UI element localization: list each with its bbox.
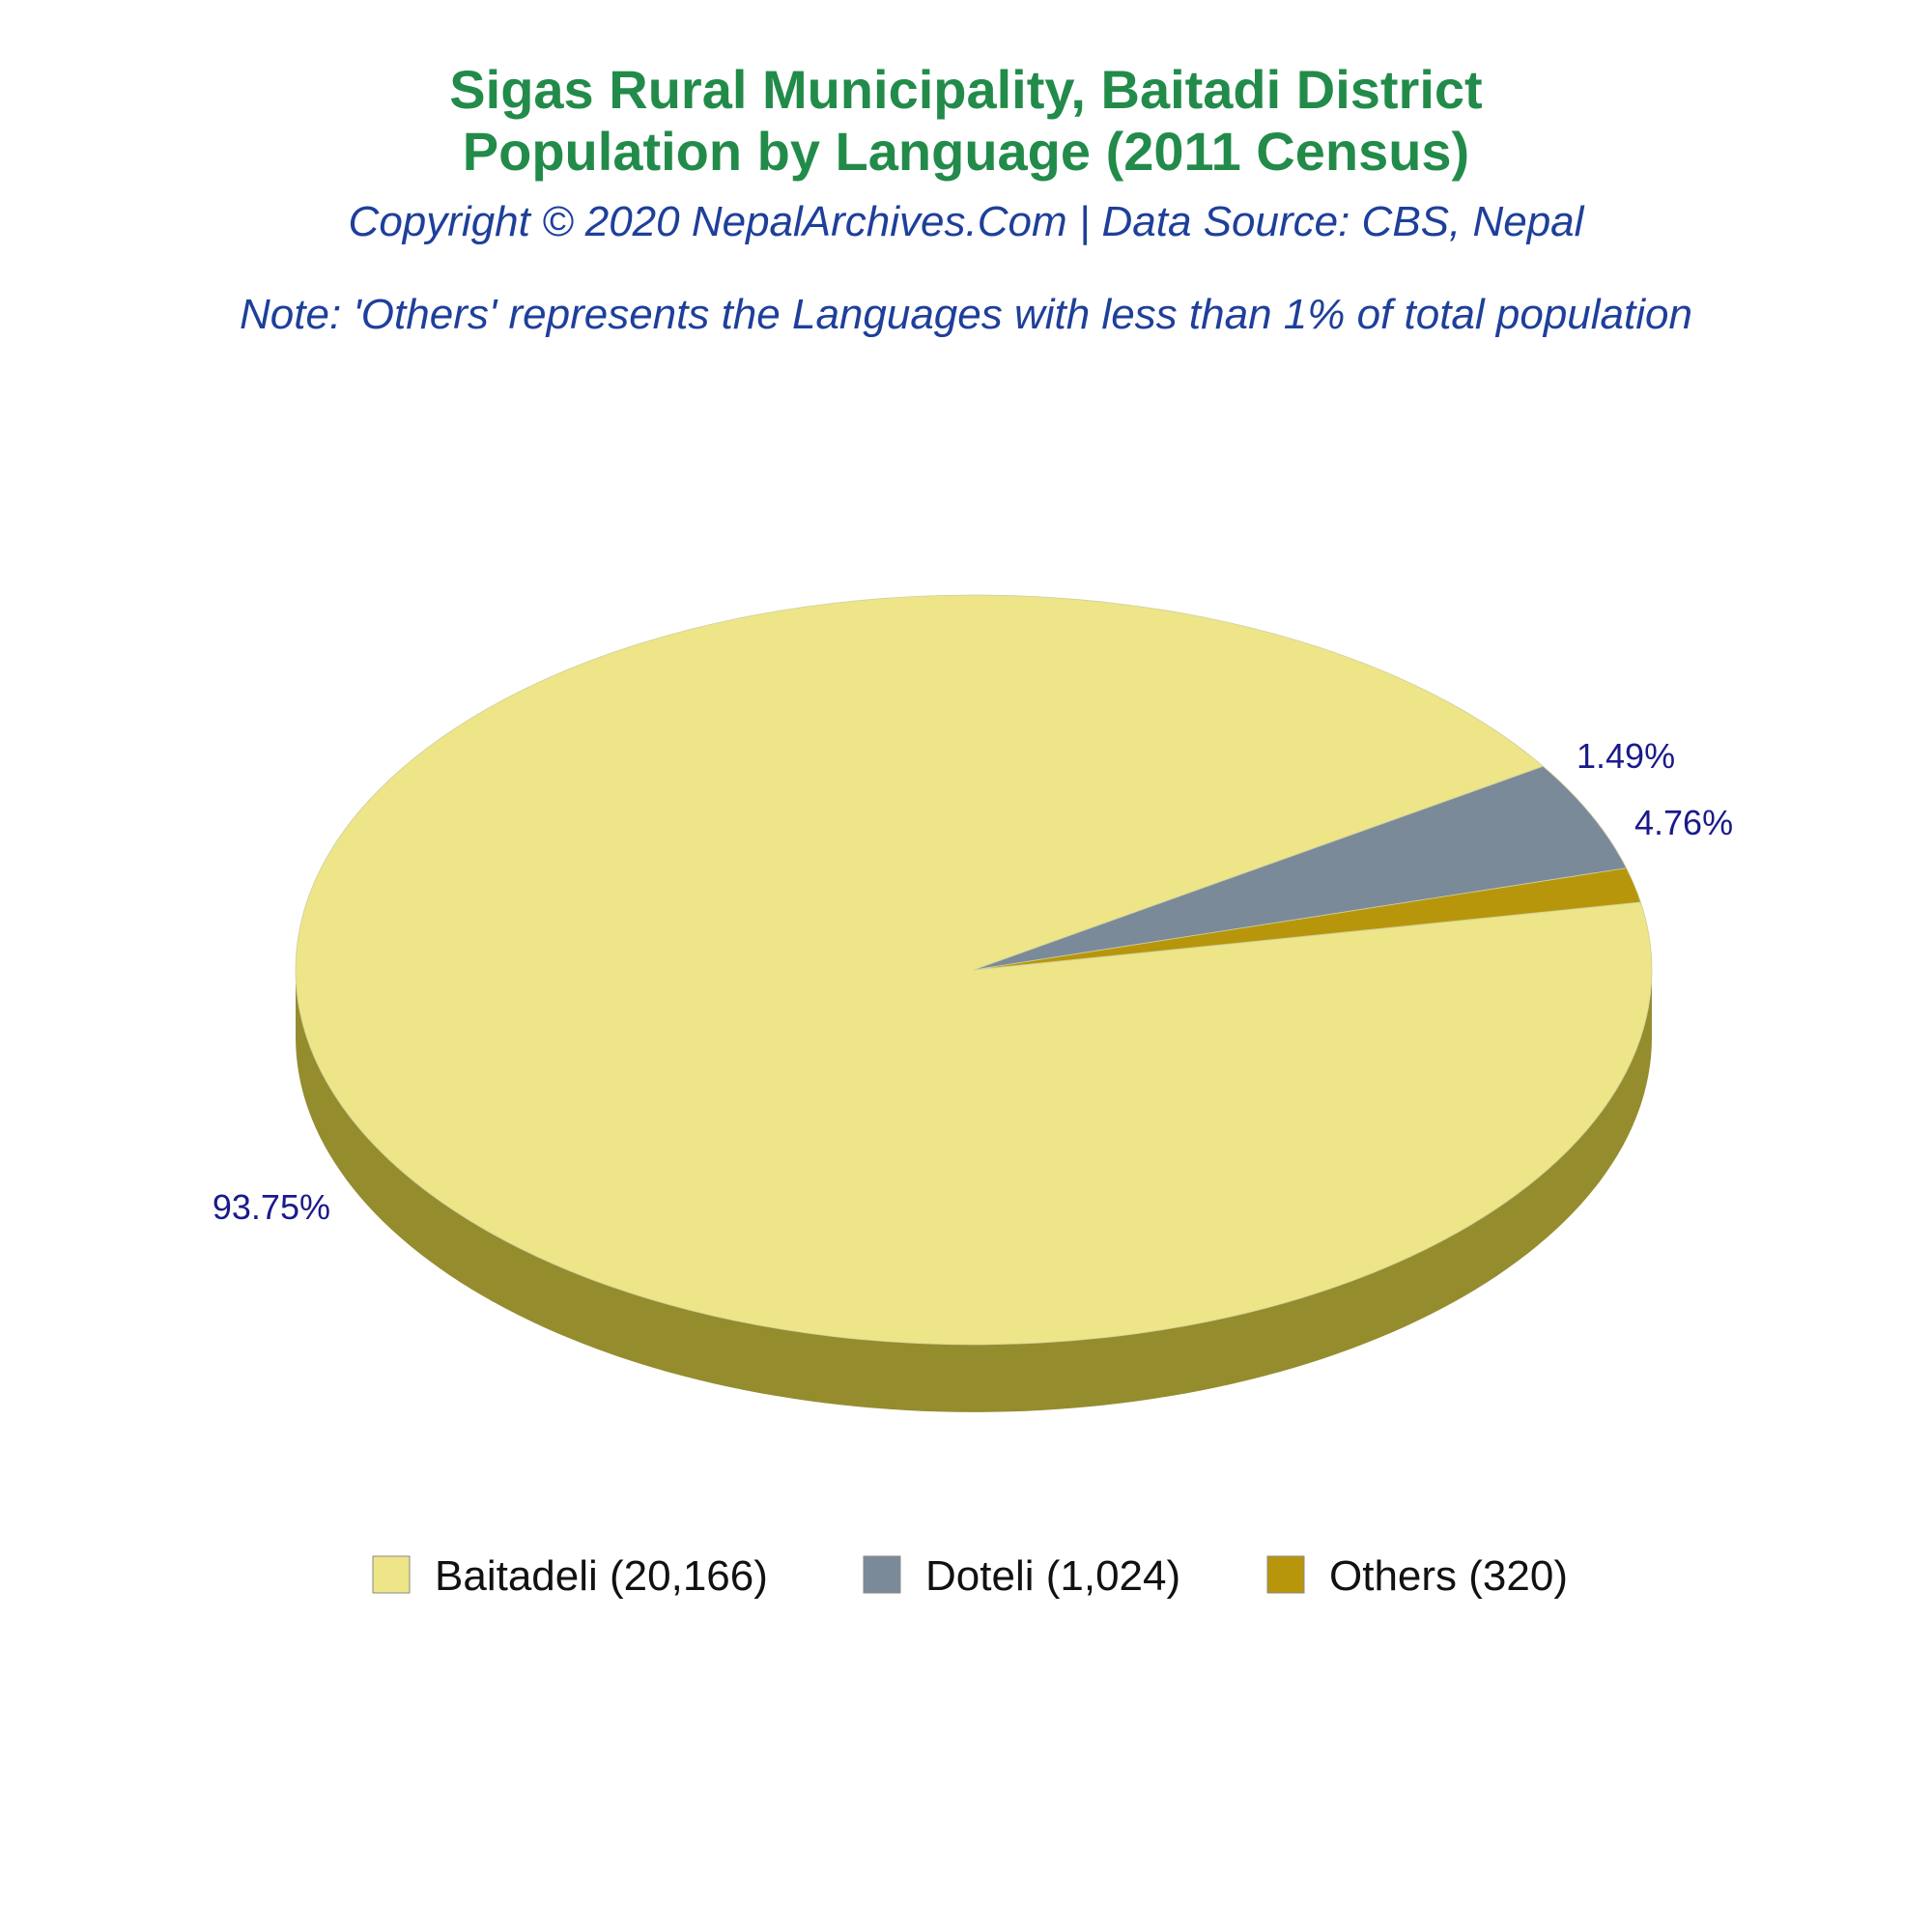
chart-title-line1: Sigas Rural Municipality, Baitadi Distri… (449, 59, 1482, 120)
chart-note: Note: 'Others' represents the Languages … (240, 291, 1692, 338)
pie-percent-labels: 93.75% 4.76% 1.49% (213, 736, 1733, 1227)
percent-label-doteli: 4.76% (1634, 803, 1733, 842)
legend-label-others: Others (320) (1329, 1552, 1568, 1600)
pie-top-face (295, 594, 1653, 1346)
legend-swatch-doteli (863, 1555, 901, 1594)
percent-label-baitadeli: 93.75% (213, 1187, 330, 1227)
legend-label-doteli: Doteli (1,024) (925, 1552, 1180, 1600)
legend: Baitadeli (20,166) Doteli (1,024) Others (… (372, 1552, 1568, 1600)
legend-label-baitadeli: Baitadeli (20,166) (435, 1552, 768, 1600)
pie-slice-doteli (973, 765, 1628, 971)
legend-swatch-baitadeli (372, 1555, 411, 1594)
pie-side-baitadeli (296, 970, 1652, 1412)
chart-title-line2: Population by Language (2011 Census) (463, 121, 1469, 182)
pie-slice-others (973, 867, 1642, 971)
chart-subtitle: Copyright © 2020 NepalArchives.Com | Dat… (349, 198, 1585, 245)
legend-swatch-others (1266, 1555, 1305, 1594)
percent-label-others: 1.49% (1577, 736, 1675, 776)
pie-side-wall (296, 970, 1652, 1412)
